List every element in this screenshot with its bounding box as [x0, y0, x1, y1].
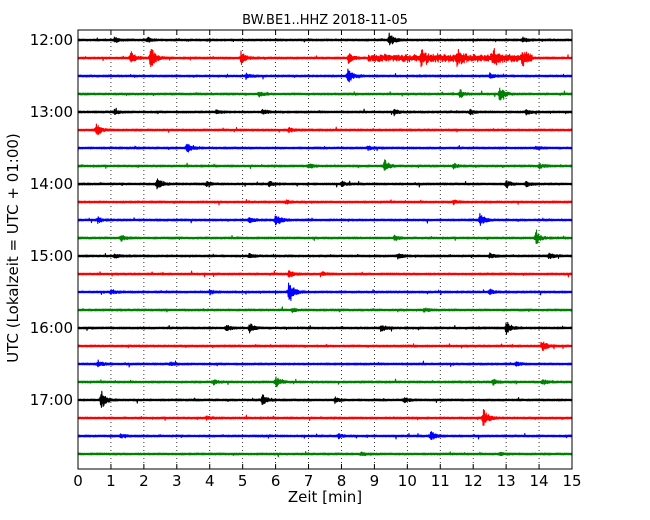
x-tick-label: 12: [464, 472, 483, 490]
y-tick-label: 12:00: [30, 31, 73, 49]
x-tick-label: 8: [337, 472, 347, 490]
x-axis-label: Zeit [min]: [288, 488, 362, 506]
x-tick-label: 6: [271, 472, 281, 490]
x-tick-label: 2: [139, 472, 149, 490]
y-tick-label: 17:00: [30, 391, 73, 409]
axis-ticks: 0 1 2 3 4 5 6 7 8 9 10 11 12 13 14 1512:0013:0014:0015:…: [30, 30, 582, 490]
trace-line: [77, 229, 573, 245]
seismic-traces: [77, 32, 573, 458]
plot-frame: [77, 29, 573, 470]
y-axis-label: UTC (Lokalzeit = UTC + 01:00): [4, 133, 22, 363]
y-tick-label: 15:00: [30, 247, 73, 265]
x-tick-label: 0: [73, 472, 83, 490]
x-tick-label: 5: [238, 472, 248, 490]
y-tick-label: 13:00: [30, 103, 73, 121]
x-tick-label: 1: [106, 472, 116, 490]
chart-title: BW.BE1..HHZ 2018-11-05: [242, 13, 408, 28]
x-tick-label: 7: [304, 472, 314, 490]
y-tick-label: 16:00: [30, 319, 73, 337]
x-tick-label: 9: [370, 472, 380, 490]
x-tick-label: 10: [398, 472, 417, 490]
x-tick-label: 4: [205, 472, 215, 490]
x-tick-label: 13: [497, 472, 516, 490]
x-tick-label: 15: [562, 472, 581, 490]
y-tick-label: 14:00: [30, 175, 73, 193]
x-tick-label: 11: [431, 472, 450, 490]
grid-lines: [110, 30, 540, 469]
x-tick-label: 14: [530, 472, 549, 490]
x-tick-label: 3: [172, 472, 182, 490]
